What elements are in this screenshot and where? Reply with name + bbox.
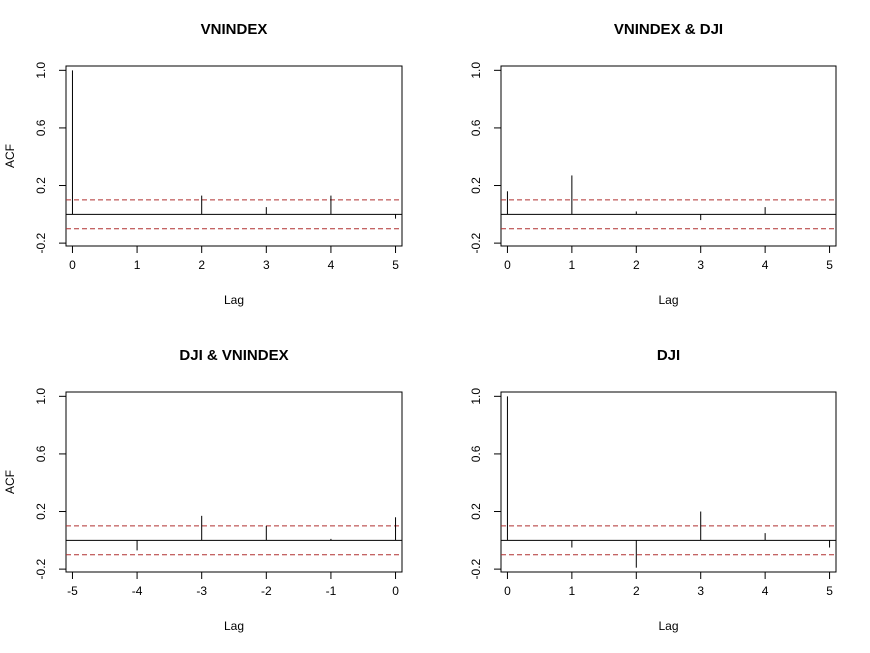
y-tick-label: -0.2: [469, 558, 483, 579]
ccf-panel-dji-vnindex: DJI & VNINDEX -5 -4 -3 -2 -1 0 -0.2 0.2 0.6 1.0 Lag…: [3, 347, 403, 633]
x-tick-label: 3: [697, 258, 704, 272]
x-tick-label: 4: [328, 258, 335, 272]
x-tick-label: 4: [762, 258, 769, 272]
y-tick-label: 0.6: [34, 445, 48, 462]
y-axis-label: ACF: [3, 144, 17, 168]
y-tick-label: 0.2: [469, 177, 483, 194]
y-tick-label: 0.6: [469, 119, 483, 136]
plot-frame: [500, 391, 837, 573]
y-tick-label: 0.6: [469, 445, 483, 462]
acf-panel-vnindex: VNINDEX 0 1 2 3 4 5 -0.2 0.2 0.6 1.0 Lag ACF: [3, 21, 403, 307]
x-tick-label: -2: [261, 584, 272, 598]
chart-title: DJI & VNINDEX: [179, 347, 288, 364]
x-tick-label: 2: [633, 584, 640, 598]
y-tick-label: 0.2: [34, 177, 48, 194]
x-tick-label: 2: [198, 258, 205, 272]
x-axis-label: Lag: [224, 293, 244, 307]
y-tick-label: 0.2: [469, 503, 483, 520]
plot-frame: [65, 391, 403, 573]
x-tick-label: 0: [504, 584, 511, 598]
x-tick-label: -1: [326, 584, 337, 598]
acf-panel-dji: DJI 0 1 2 3 4 5 -0.2 0.2 0.6 1.0 Lag: [469, 347, 837, 633]
x-tick-label: 3: [263, 258, 270, 272]
x-axis-label: Lag: [224, 619, 244, 633]
y-tick-label: -0.2: [469, 232, 483, 253]
x-tick-label: 0: [392, 584, 399, 598]
y-tick-label: 1.0: [34, 62, 48, 79]
x-tick-label: -4: [132, 584, 143, 598]
plot-frame: [65, 65, 403, 247]
x-tick-label: 5: [826, 584, 833, 598]
x-axis-label: Lag: [658, 293, 678, 307]
y-tick-label: 0.2: [34, 503, 48, 520]
chart-title: DJI: [657, 347, 680, 364]
x-tick-label: 1: [569, 584, 576, 598]
x-tick-label: -5: [67, 584, 78, 598]
y-tick-label: 1.0: [469, 62, 483, 79]
x-tick-label: 1: [134, 258, 141, 272]
x-axis-label: Lag: [658, 619, 678, 633]
y-tick-label: -0.2: [34, 558, 48, 579]
y-axis-label: ACF: [3, 470, 17, 494]
chart-title: VNINDEX: [201, 21, 268, 38]
x-tick-label: -3: [196, 584, 207, 598]
x-tick-label: 3: [697, 584, 704, 598]
x-tick-label: 5: [826, 258, 833, 272]
x-tick-label: 0: [504, 258, 511, 272]
x-tick-label: 2: [633, 258, 640, 272]
chart-title: VNINDEX & DJI: [614, 21, 723, 38]
y-tick-label: 1.0: [469, 388, 483, 405]
x-tick-label: 1: [569, 258, 576, 272]
x-tick-label: 5: [392, 258, 399, 272]
y-tick-label: 1.0: [34, 388, 48, 405]
y-tick-label: -0.2: [34, 232, 48, 253]
ccf-panel-vnindex-dji: VNINDEX & DJI 0 1 2 3 4 5 -0.2 0.2 0.6 1.0 Lag: [469, 21, 837, 307]
y-tick-label: 0.6: [34, 119, 48, 136]
x-tick-label: 0: [69, 258, 76, 272]
x-tick-label: 4: [762, 584, 769, 598]
plot-frame: [500, 65, 837, 247]
